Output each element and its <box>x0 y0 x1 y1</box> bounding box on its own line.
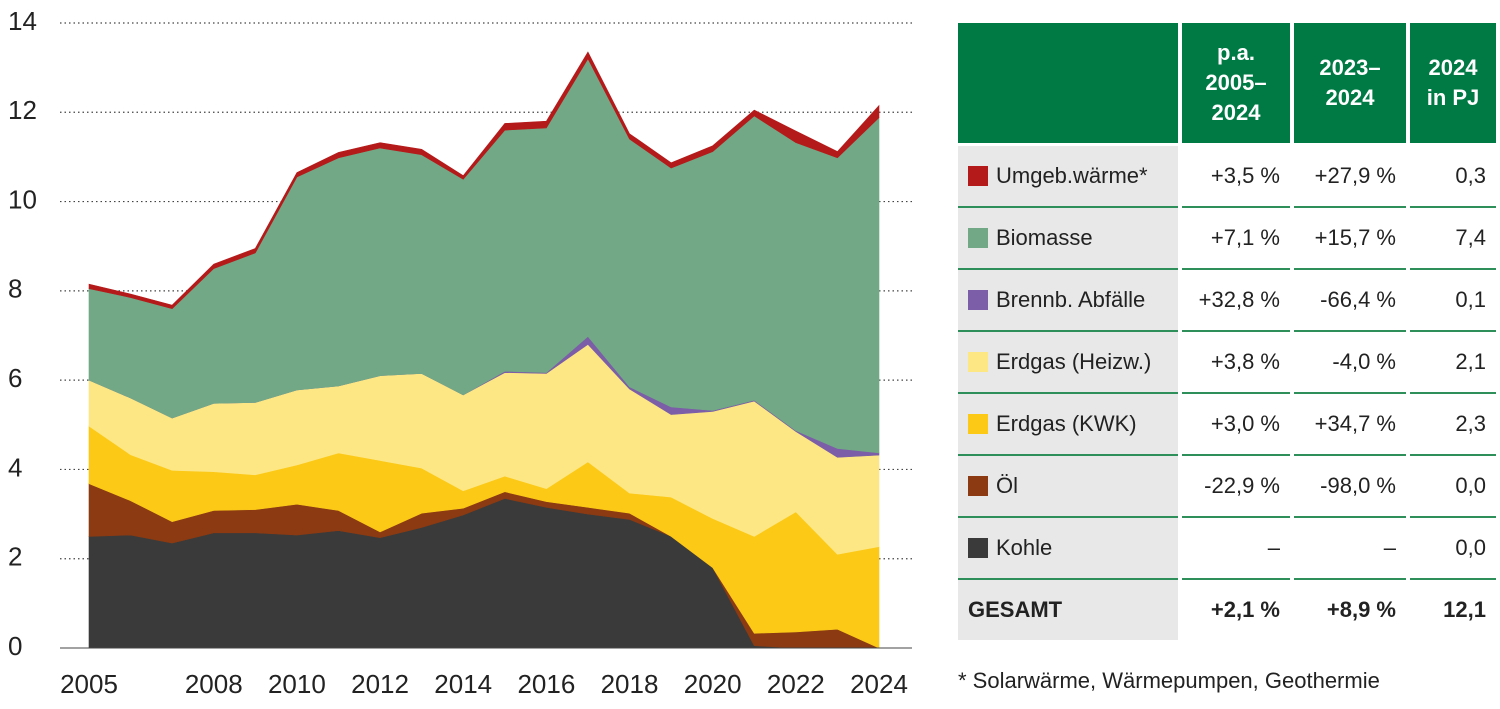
x-tick-label: 2022 <box>767 669 825 699</box>
x-tick-label: 2008 <box>185 669 243 699</box>
table-row: Brennb. Abfälle +32,8 % -66,4 % 0,1 <box>958 268 1496 330</box>
footnote: * Solarwärme, Wärmepumpen, Geothermie <box>958 668 1380 693</box>
stat-cell: – <box>1182 516 1290 578</box>
stat-cell: 0,0 <box>1410 516 1496 578</box>
stat-cell: 2,1 <box>1410 330 1496 392</box>
total-cell: +2,1 % <box>1182 578 1290 640</box>
stat-cell: +27,9 % <box>1294 143 1406 206</box>
stat-cell: +15,7 % <box>1294 206 1406 268</box>
legend-swatch <box>968 352 988 372</box>
header-cell: 2023– 2024 <box>1294 23 1406 143</box>
header-row: p.a. 2005– 2024 2023– 2024 2024 in PJ <box>958 23 1496 143</box>
stat-cell: +3,5 % <box>1182 143 1290 206</box>
legend-swatch <box>968 228 988 248</box>
stat-cell: +7,1 % <box>1182 206 1290 268</box>
stat-cell: +34,7 % <box>1294 392 1406 454</box>
legend-cell: Biomasse <box>958 206 1178 268</box>
x-tick-label: 2016 <box>517 669 575 699</box>
stat-cell: 0,0 <box>1410 454 1496 516</box>
legend-label: Brennb. Abfälle <box>996 287 1146 312</box>
area <box>88 51 880 310</box>
legend-cell: Erdgas (Heizw.) <box>958 330 1178 392</box>
stat-cell: +3,0 % <box>1182 392 1290 454</box>
total-cell: +8,9 % <box>1294 578 1406 640</box>
legend-swatch <box>968 476 988 496</box>
table-row: Biomasse +7,1 % +15,7 % 7,4 <box>958 206 1496 268</box>
stat-cell: 0,3 <box>1410 143 1496 206</box>
header-cell: 2024 in PJ <box>1410 23 1496 143</box>
table-row: Umgeb.wärme* +3,5 % +27,9 % 0,3 <box>958 143 1496 206</box>
y-tick-label: 12 <box>8 95 37 125</box>
stat-cell: 0,1 <box>1410 268 1496 330</box>
x-tick-label: 2005 <box>60 669 118 699</box>
x-tick-label: 2014 <box>434 669 492 699</box>
table-row: Öl -22,9 % -98,0 % 0,0 <box>958 454 1496 516</box>
table-row: Erdgas (Heizw.) +3,8 % -4,0 % 2,1 <box>958 330 1496 392</box>
table-row: Kohle – –0,0 <box>958 516 1496 578</box>
total-label: GESAMT <box>958 578 1178 640</box>
x-tick-label: 2024 <box>850 669 908 699</box>
legend-cell: Brennb. Abfälle <box>958 268 1178 330</box>
y-tick-label: 8 <box>8 274 22 304</box>
x-tick-label: 2020 <box>684 669 742 699</box>
legend-label: Kohle <box>996 535 1053 560</box>
legend-label: Erdgas (KWK) <box>996 411 1137 436</box>
stat-cell: 2,3 <box>1410 392 1496 454</box>
header-cell <box>958 23 1178 143</box>
stat-cell: +3,8 % <box>1182 330 1290 392</box>
legend-cell: Erdgas (KWK) <box>958 392 1178 454</box>
stat-cell: +32,8 % <box>1182 268 1290 330</box>
legend-label: Biomasse <box>996 225 1093 250</box>
y-tick-label: 6 <box>8 363 22 393</box>
header-cell: p.a. 2005– 2024 <box>1182 23 1290 143</box>
legend-swatch <box>968 290 988 310</box>
stat-cell: -98,0 % <box>1294 454 1406 516</box>
y-tick-label: 10 <box>8 184 37 214</box>
total-row: GESAMT +2,1 % +8,9 % 12,1 <box>958 578 1496 640</box>
legend-label: Öl <box>996 473 1018 498</box>
legend-swatch <box>968 414 988 434</box>
legend-swatch <box>968 166 988 186</box>
legend-label: Erdgas (Heizw.) <box>996 349 1152 374</box>
y-tick-label: 14 <box>8 6 37 36</box>
stat-cell: -22,9 % <box>1182 454 1290 516</box>
legend-cell: Kohle <box>958 516 1178 578</box>
stats-table: p.a. 2005– 2024 2023– 2024 2024 in PJ Umge… <box>954 23 1500 640</box>
stat-cell: – <box>1294 516 1406 578</box>
stat-cell: 7,4 <box>1410 206 1496 268</box>
chart: 0 2 4 6 8 10 12 14 2005 2008 2010 2012 2014 2016 2018 2… <box>8 6 912 699</box>
x-tick-label: 2010 <box>268 669 326 699</box>
x-tick-label: 2012 <box>351 669 409 699</box>
stat-cell: -4,0 % <box>1294 330 1406 392</box>
y-tick-label: 2 <box>8 542 22 572</box>
y-tick-label: 4 <box>8 452 22 482</box>
stat-cell: -66,4 % <box>1294 268 1406 330</box>
legend-label: Umgeb.wärme* <box>996 163 1148 188</box>
total-cell: 12,1 <box>1410 578 1496 640</box>
x-tick-label: 2018 <box>601 669 659 699</box>
legend-cell: Öl <box>958 454 1178 516</box>
table-row: Erdgas (KWK) +3,0 % +34,7 % 2,3 <box>958 392 1496 454</box>
legend-swatch <box>968 538 988 558</box>
y-tick-label: 0 <box>8 631 22 661</box>
legend-cell: Umgeb.wärme* <box>958 143 1178 206</box>
